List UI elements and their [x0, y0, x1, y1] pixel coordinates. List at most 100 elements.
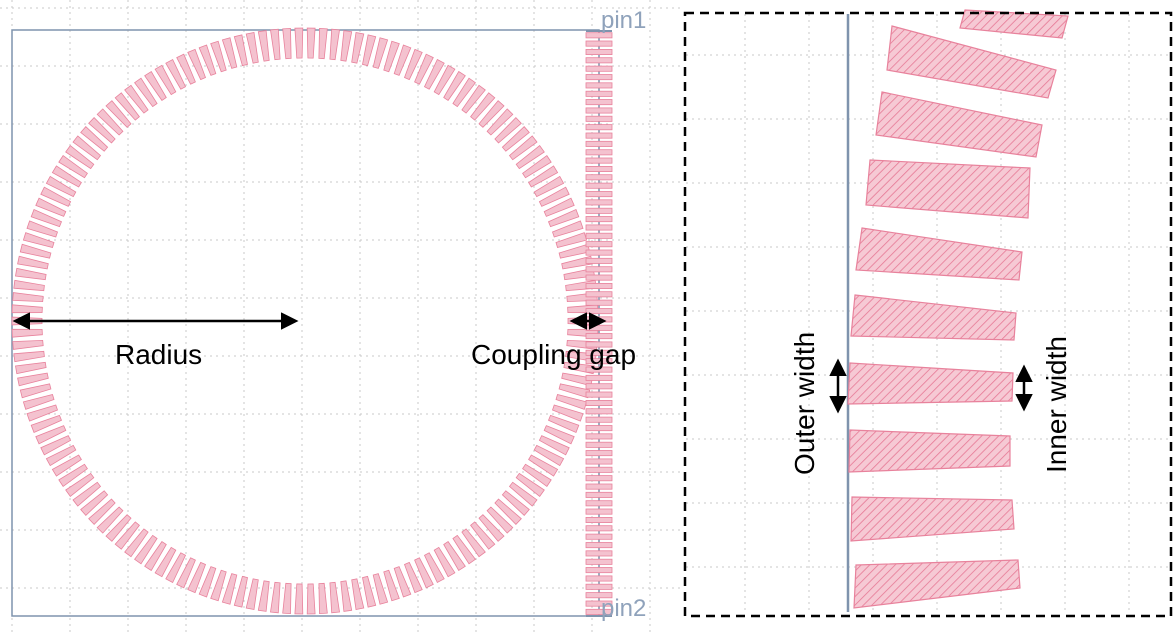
ring-tooth [45, 175, 77, 198]
ring-tooth [294, 583, 304, 615]
grating-tooth [848, 429, 1011, 473]
zoomed-grating-teeth [847, 9, 1069, 609]
ring-tooth [470, 521, 496, 550]
ring-tooth [96, 108, 124, 136]
grating-tooth [886, 25, 1057, 99]
ring-tooth [478, 100, 505, 128]
ring-tooth [351, 32, 365, 64]
ring-tooth [15, 267, 47, 281]
ring-tooth [22, 394, 55, 410]
ring-tooth [547, 414, 580, 434]
ring-tooth [452, 77, 476, 108]
ring-tooth [88, 117, 116, 144]
ring-tooth [522, 463, 552, 487]
ring-tooth [372, 37, 389, 69]
ring-tooth [508, 135, 538, 161]
ring-tooth [187, 561, 207, 594]
ring-tooth [165, 58, 187, 90]
ring-tooth [508, 481, 538, 507]
bus-tooth [585, 299, 613, 306]
ring-tooth [561, 372, 593, 387]
bus-tooth [585, 483, 613, 490]
ring-tooth [40, 186, 72, 207]
ring-tooth [105, 514, 132, 542]
ring-tooth [306, 27, 316, 59]
ring-tooth [198, 44, 217, 76]
ring-tooth [88, 498, 116, 525]
bus-tooth [585, 383, 613, 390]
bus-tooth [585, 165, 613, 172]
ring-tooth [414, 557, 434, 589]
bus-tooth [585, 82, 613, 89]
ring-tooth [501, 126, 530, 152]
ring-tooth [486, 506, 514, 534]
ring-tooth [51, 165, 82, 188]
ring-tooth [501, 490, 530, 516]
ring-tooth [306, 583, 316, 615]
bus-tooth [585, 149, 613, 156]
bus-tooth [585, 608, 613, 615]
bus-tooth [585, 99, 613, 106]
ring-tooth [433, 64, 456, 96]
bus-tooth [585, 391, 613, 398]
ring-tooth [547, 208, 580, 228]
ring-tooth [35, 197, 67, 217]
ring-tooth [414, 53, 434, 85]
ring-tooth [423, 552, 445, 584]
bus-tooth [585, 600, 613, 607]
ring-tooth [257, 30, 270, 62]
pin1-label: pin1 [601, 7, 646, 34]
pin2-label: pin2 [601, 595, 646, 622]
bus-tooth [585, 291, 613, 298]
bus-tooth [585, 399, 613, 406]
grating-tooth [850, 294, 1017, 341]
ring-tooth [340, 30, 353, 62]
ring-tooth [423, 58, 445, 90]
bus-tooth [585, 458, 613, 465]
ring-tooth [543, 197, 575, 217]
ring-tooth [522, 155, 552, 179]
bus-tooth [585, 349, 613, 356]
ring-tooth [443, 70, 466, 101]
ring-tooth [478, 514, 505, 542]
ring-tooth [210, 569, 227, 602]
bus-tooth [585, 433, 613, 440]
ring-tooth [105, 100, 132, 128]
bus-tooth [585, 65, 613, 72]
ring-tooth [198, 566, 217, 598]
bus-tooth [585, 592, 613, 599]
ring-tooth [154, 546, 177, 578]
bus-tooth [585, 525, 613, 532]
ring-tooth [65, 145, 95, 170]
bus-tooth [585, 140, 613, 147]
ring-tooth [533, 444, 565, 467]
grating-tooth [875, 91, 1043, 158]
ring-tooth [154, 64, 177, 96]
ring-tooth [15, 361, 47, 375]
bus-tooth [585, 575, 613, 582]
ring-tooth [134, 77, 158, 108]
ring-tooth [433, 546, 456, 578]
ring-tooth [245, 32, 259, 64]
grating-tooth [850, 496, 1015, 542]
bus-tooth [585, 74, 613, 81]
ring-tooth [543, 425, 575, 445]
ring-tooth [533, 175, 565, 198]
bus-tooth [585, 249, 613, 256]
ring-tooth [515, 472, 545, 497]
ring-tooth [58, 155, 88, 179]
ring-tooth [58, 463, 88, 487]
ring-tooth [17, 372, 49, 387]
ring-tooth [351, 578, 365, 610]
bus-tooth [585, 257, 613, 264]
bus-tooth [585, 558, 613, 565]
bus-tooth [585, 374, 613, 381]
zoom-frame [683, 11, 1173, 618]
ring-tooth [329, 28, 340, 61]
bus-tooth [585, 341, 613, 348]
ring-tooth [221, 573, 238, 605]
ring-tooth [80, 126, 109, 152]
bus-tooth [585, 224, 613, 231]
ring-tooth [35, 425, 67, 445]
